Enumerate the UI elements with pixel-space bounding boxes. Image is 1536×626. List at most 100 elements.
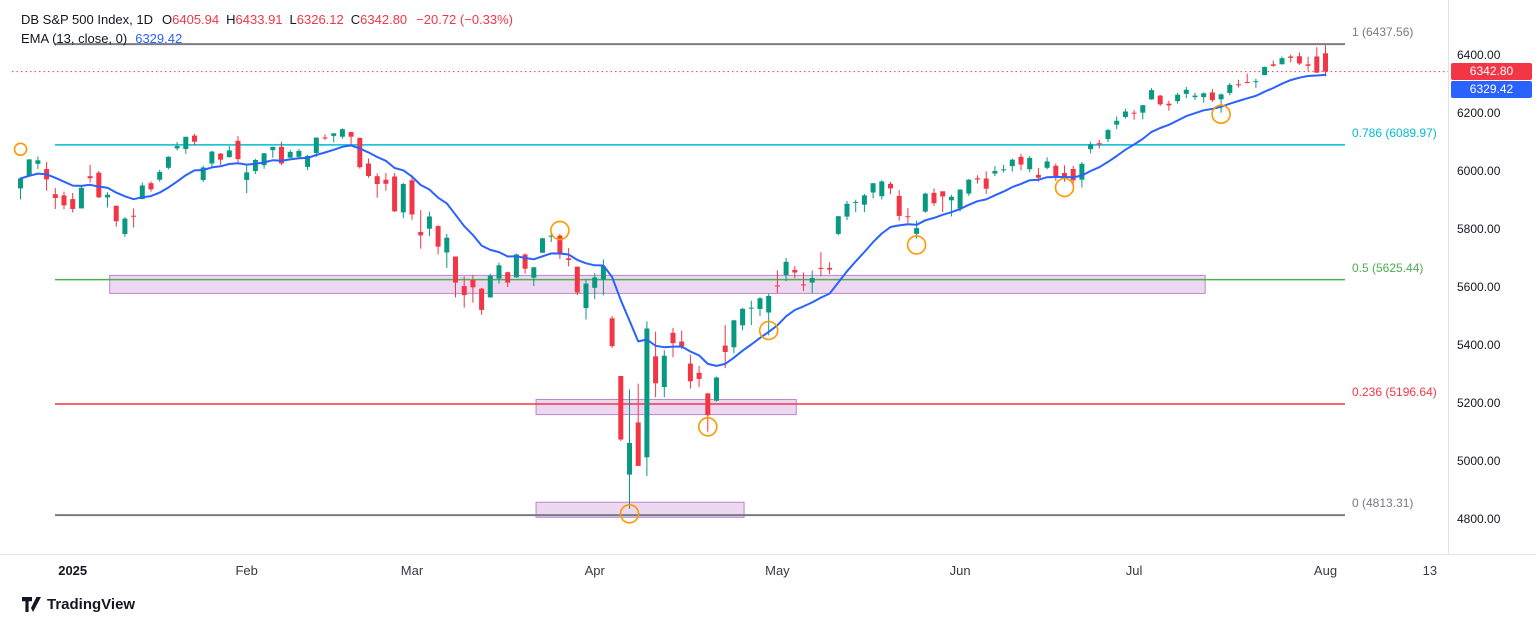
- candle-body: [487, 275, 493, 298]
- tradingview-logo-text: TradingView: [47, 596, 136, 613]
- candle-body: [1227, 84, 1233, 93]
- indicator-value: 6329.42: [135, 31, 183, 46]
- candle-body: [148, 183, 154, 190]
- candle-body: [583, 283, 589, 309]
- fib-zone-box[interactable]: [535, 501, 745, 518]
- candle-body: [218, 153, 224, 160]
- candle-body: [1305, 64, 1311, 66]
- signal-marker[interactable]: [13, 142, 28, 157]
- candle-body: [592, 277, 598, 288]
- candle-body: [696, 372, 702, 379]
- ohlc-low: L6326.12: [289, 12, 344, 27]
- time-axis[interactable]: 2025 Feb Mar Apr May Jun Jul Aug 13: [0, 554, 1536, 626]
- time-scale-label: Jun: [949, 563, 971, 578]
- candle-body: [748, 307, 754, 309]
- candle-body: [496, 265, 502, 279]
- price-scale-label: 4800.00: [1457, 512, 1501, 526]
- candle-body: [513, 254, 519, 278]
- candle-body: [1218, 94, 1224, 100]
- candle-body: [731, 320, 737, 348]
- candle-body: [1001, 169, 1007, 171]
- candle-body: [1131, 112, 1137, 114]
- candle-body: [174, 146, 180, 149]
- candle-body: [835, 216, 841, 234]
- time-scale-label: Mar: [400, 563, 424, 578]
- change-value: −20.72 (−0.33%): [416, 12, 514, 27]
- candle-body: [270, 146, 276, 151]
- time-scale-label: Apr: [584, 563, 605, 578]
- candle-body: [809, 278, 815, 283]
- candle-body: [957, 189, 963, 209]
- candle-body: [853, 202, 859, 203]
- candle-body: [461, 286, 467, 296]
- candle-body: [983, 178, 989, 189]
- legend: DB S&P 500 Index, 1D O6405.94 H6433.91 L…: [21, 10, 513, 48]
- signal-marker[interactable]: [697, 416, 718, 437]
- candle-body: [505, 272, 511, 283]
- tradingview-logo[interactable]: TradingView: [22, 596, 135, 613]
- candle-body: [96, 172, 102, 198]
- symbol-title[interactable]: DB S&P 500 Index, 1D: [21, 12, 154, 27]
- fib-zone-box[interactable]: [109, 274, 1206, 294]
- price-scale-label: 5200.00: [1457, 396, 1501, 410]
- candle-body: [18, 178, 23, 189]
- candle-body: [801, 284, 806, 286]
- price-scale-label: 6400.00: [1457, 48, 1501, 62]
- candle-body: [426, 216, 432, 229]
- candle-body: [766, 296, 772, 313]
- time-scale-label: Feb: [235, 563, 258, 578]
- candle-body: [600, 266, 606, 280]
- candle-body: [1183, 89, 1189, 94]
- price-scale-label: 6200.00: [1457, 106, 1501, 120]
- indicator-label[interactable]: EMA (13, close, 0): [21, 31, 128, 46]
- candle-body: [609, 318, 615, 347]
- candle-body: [627, 443, 632, 475]
- candle-body: [1114, 120, 1120, 125]
- candle-body: [1062, 173, 1067, 177]
- candle-body: [635, 422, 641, 466]
- candle-body: [261, 153, 267, 166]
- candle-body: [131, 215, 137, 217]
- candle-body: [827, 267, 833, 270]
- candle-body: [392, 176, 398, 212]
- candle-body: [757, 298, 763, 309]
- price-axis[interactable]: 6400.00 6200.00 6000.00 5800.00 5600.00 5400.…: [1448, 0, 1536, 554]
- signal-marker[interactable]: [550, 220, 570, 241]
- candle-body: [470, 280, 476, 288]
- candle-body: [296, 151, 302, 157]
- candle-body: [70, 199, 76, 209]
- signal-marker[interactable]: [758, 320, 779, 341]
- candle-body: [1070, 169, 1076, 181]
- time-scale-label: May: [765, 563, 790, 578]
- signal-marker[interactable]: [619, 503, 640, 524]
- ema-line[interactable]: [19, 73, 1327, 367]
- candle-body: [1105, 130, 1111, 140]
- price-scale-label: 5400.00: [1457, 338, 1501, 352]
- signal-marker[interactable]: [1054, 177, 1075, 198]
- candle-body: [774, 285, 780, 287]
- candle-body: [792, 269, 798, 273]
- candle-body: [1192, 95, 1198, 98]
- candle-body: [1157, 95, 1163, 105]
- candle-body: [200, 167, 206, 180]
- candle-body: [122, 218, 128, 234]
- candle-body: [966, 179, 972, 194]
- ohlc-high: H6433.91: [226, 12, 283, 27]
- price-badge-close: 6342.80: [1451, 62, 1532, 80]
- candle-body: [26, 159, 32, 176]
- tradingview-logo-icon: [22, 597, 41, 612]
- candle-body: [687, 363, 693, 382]
- candle-body: [1079, 163, 1085, 180]
- candle-body: [1296, 56, 1302, 64]
- candle-body: [1279, 58, 1285, 65]
- candle-body: [861, 195, 867, 205]
- signal-marker[interactable]: [906, 235, 927, 255]
- candle-body: [1175, 94, 1181, 102]
- fib-zone-box[interactable]: [535, 399, 797, 416]
- candle-body: [922, 193, 928, 212]
- candle-body: [540, 238, 545, 253]
- candle-body: [209, 151, 215, 164]
- signal-marker[interactable]: [1211, 104, 1231, 124]
